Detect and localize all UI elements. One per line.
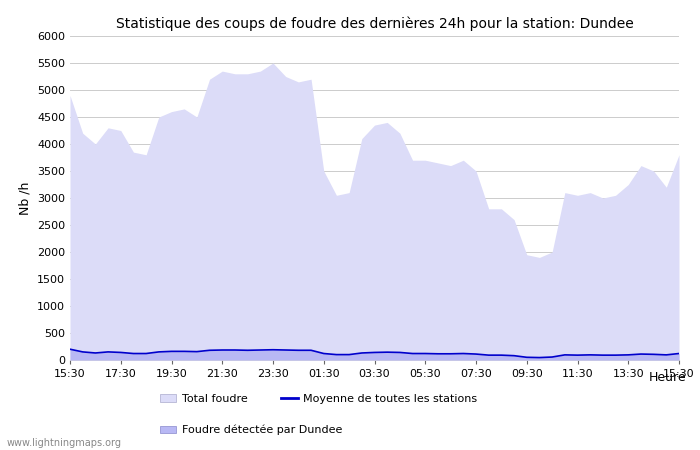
Text: Heure: Heure [648,371,686,384]
Legend: Total foudre, Moyenne de toutes les stations: Total foudre, Moyenne de toutes les stat… [160,394,477,404]
Title: Statistique des coups de foudre des dernières 24h pour la station: Dundee: Statistique des coups de foudre des dern… [116,16,634,31]
Text: www.lightningmaps.org: www.lightningmaps.org [7,438,122,448]
Legend: Foudre détectée par Dundee: Foudre détectée par Dundee [160,425,342,436]
Y-axis label: Nb /h: Nb /h [18,181,32,215]
